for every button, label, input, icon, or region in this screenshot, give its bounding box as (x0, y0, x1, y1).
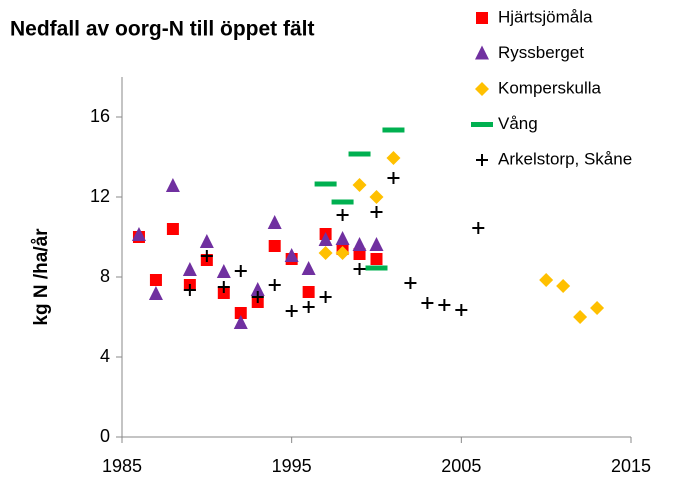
point (369, 190, 384, 204)
point (438, 299, 451, 311)
point (319, 291, 332, 303)
point (573, 310, 588, 324)
point (348, 151, 371, 157)
point (285, 305, 298, 317)
legend-label: Arkelstorp, Skåne (498, 149, 632, 168)
point (199, 234, 214, 248)
point (250, 282, 265, 296)
point (318, 246, 333, 260)
point (234, 265, 247, 277)
point (200, 250, 213, 262)
point (267, 215, 282, 229)
point (284, 248, 299, 262)
y-axis-label: kg N /ha/år (31, 228, 52, 326)
point (370, 206, 383, 218)
x-tick-label: 1985 (102, 456, 142, 476)
legend-label: Hjärtsjömåla (498, 7, 593, 26)
point (148, 286, 163, 300)
point (404, 277, 417, 289)
point (217, 281, 230, 293)
x-tick-label: 1995 (272, 456, 312, 476)
point (370, 253, 383, 265)
point (234, 307, 247, 319)
point (455, 304, 468, 316)
point (302, 301, 315, 313)
legend-marker (475, 82, 489, 96)
point (335, 246, 350, 260)
point (314, 181, 337, 187)
legend-marker (471, 122, 493, 127)
point (386, 151, 401, 165)
legend-label: Ryssberget (498, 43, 584, 62)
point (165, 178, 180, 192)
point (335, 231, 350, 245)
legend-marker (475, 45, 489, 60)
point (590, 301, 605, 315)
point (251, 291, 264, 303)
point (472, 222, 485, 234)
y-tick-label: 16 (90, 106, 110, 126)
y-tick-label: 12 (90, 186, 110, 206)
point (336, 209, 349, 221)
y-tick-label: 8 (100, 266, 110, 286)
point (352, 178, 367, 192)
point (318, 232, 333, 246)
point (301, 261, 316, 275)
point (382, 127, 405, 133)
point (268, 240, 281, 252)
legend-label: Komperskulla (498, 78, 602, 97)
point (216, 264, 231, 278)
point (182, 262, 197, 276)
point (556, 279, 571, 293)
point (353, 263, 366, 275)
point (365, 265, 388, 271)
point (369, 237, 384, 251)
point (268, 279, 281, 291)
y-tick-label: 4 (100, 346, 110, 366)
x-tick-label: 2005 (441, 456, 481, 476)
legend-marker (476, 12, 488, 24)
point (131, 227, 146, 241)
point (166, 223, 179, 235)
point (387, 172, 400, 184)
y-tick-label: 0 (100, 426, 110, 446)
point (233, 315, 248, 329)
point (331, 199, 354, 205)
legend-label: Vång (498, 114, 538, 133)
point (352, 237, 367, 251)
x-tick-label: 2015 (611, 456, 651, 476)
point (183, 284, 196, 296)
point (149, 274, 162, 286)
point (421, 297, 434, 309)
point (302, 286, 315, 298)
chart-title: Nedfall av oorg-N till öppet fält (10, 18, 315, 41)
point (539, 273, 554, 287)
legend-marker (476, 154, 488, 166)
